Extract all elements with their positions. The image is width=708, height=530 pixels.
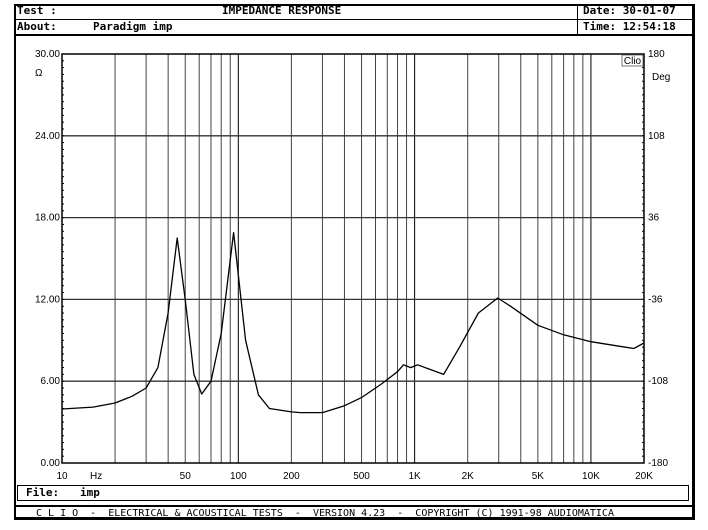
y-unit: Ω bbox=[35, 68, 43, 79]
y-tick-label: 24.00 bbox=[35, 131, 60, 142]
footer-text: C L I O - ELECTRICAL & ACOUSTICAL TESTS … bbox=[36, 508, 614, 519]
file-value: imp bbox=[80, 486, 100, 499]
x-tick-label: 10K bbox=[582, 471, 600, 482]
y2-unit: Deg bbox=[652, 72, 670, 83]
x-tick-label: 500 bbox=[353, 471, 370, 482]
x-tick-label: 10 bbox=[56, 471, 68, 482]
y2-tick-label: 36 bbox=[648, 213, 660, 224]
time: Time: 12:54:18 bbox=[583, 20, 676, 33]
y-tick-label: 18.00 bbox=[35, 213, 60, 224]
divider bbox=[14, 505, 694, 507]
x-unit: Hz bbox=[90, 471, 102, 482]
impedance-curve bbox=[61, 231, 645, 414]
y2-tick-label: 108 bbox=[648, 131, 665, 142]
test-label: Test : bbox=[17, 4, 57, 17]
y2-tick-label: -180 bbox=[648, 458, 668, 469]
x-tick-label: 20K bbox=[635, 471, 653, 482]
about-label: About: bbox=[17, 20, 57, 33]
clio-logo: Clio bbox=[624, 56, 642, 67]
x-tick-label: 50 bbox=[180, 471, 192, 482]
y-tick-label: 12.00 bbox=[35, 294, 60, 305]
x-tick-label: 2K bbox=[462, 471, 475, 482]
x-tick-label: 1K bbox=[409, 471, 422, 482]
window-frame bbox=[14, 4, 695, 520]
divider bbox=[14, 19, 694, 20]
divider bbox=[577, 4, 578, 35]
file-label: File: bbox=[26, 486, 60, 499]
chart-title: IMPEDANCE RESPONSE bbox=[222, 4, 342, 17]
x-tick-label: 5K bbox=[532, 471, 545, 482]
file-box: File: imp bbox=[17, 485, 689, 501]
y-tick-label: 6.00 bbox=[41, 376, 61, 387]
y-tick-label: 30.00 bbox=[35, 49, 60, 60]
date: Date: 30-01-07 bbox=[583, 4, 676, 17]
clio-logo-box bbox=[621, 54, 644, 67]
y2-tick-label: -36 bbox=[648, 294, 663, 305]
x-tick-label: 100 bbox=[230, 471, 247, 482]
y2-tick-label: 180 bbox=[648, 49, 665, 60]
x-tick-label: 200 bbox=[283, 471, 300, 482]
y-tick-label: 0.00 bbox=[41, 458, 61, 469]
about-value: Paradigm imp bbox=[93, 20, 173, 33]
divider bbox=[14, 34, 694, 36]
y2-tick-label: -108 bbox=[648, 376, 668, 387]
